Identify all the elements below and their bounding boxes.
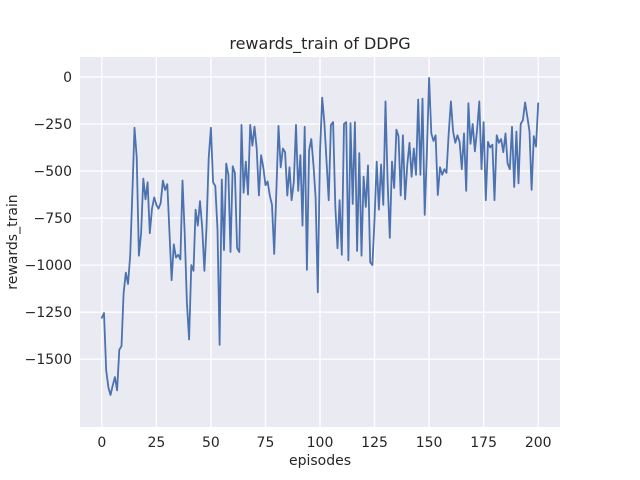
- x-tick-label: 0: [97, 435, 106, 451]
- x-tick-label: 150: [416, 435, 443, 451]
- y-tick-label: −500: [34, 164, 72, 180]
- x-axis-label: episodes: [289, 453, 351, 469]
- x-tick-label: 25: [147, 435, 165, 451]
- x-tick-label: 200: [525, 435, 552, 451]
- y-tick-label: −1250: [25, 305, 72, 321]
- x-tick-label: 75: [257, 435, 275, 451]
- x-tick-label: 125: [361, 435, 388, 451]
- x-tick-label: 50: [202, 435, 220, 451]
- x-tick-label: 175: [470, 435, 497, 451]
- tick-labels: 0 25 50 75 100 125 150 175 200 0 −250 −500 −750 −1000…: [25, 70, 552, 451]
- reward-line-series: [100, 77, 540, 396]
- y-tick-label: 0: [63, 70, 72, 86]
- y-tick-label: −1000: [25, 258, 72, 274]
- y-tick-label: −1500: [25, 352, 72, 368]
- x-tick-label: 100: [307, 435, 334, 451]
- y-axis-label: rewards_train: [5, 194, 21, 289]
- y-tick-label: −750: [34, 211, 72, 227]
- y-tick-label: −250: [34, 117, 72, 133]
- series-polyline: [100, 77, 540, 396]
- chart-title: rewards_train of DDPG: [229, 34, 410, 54]
